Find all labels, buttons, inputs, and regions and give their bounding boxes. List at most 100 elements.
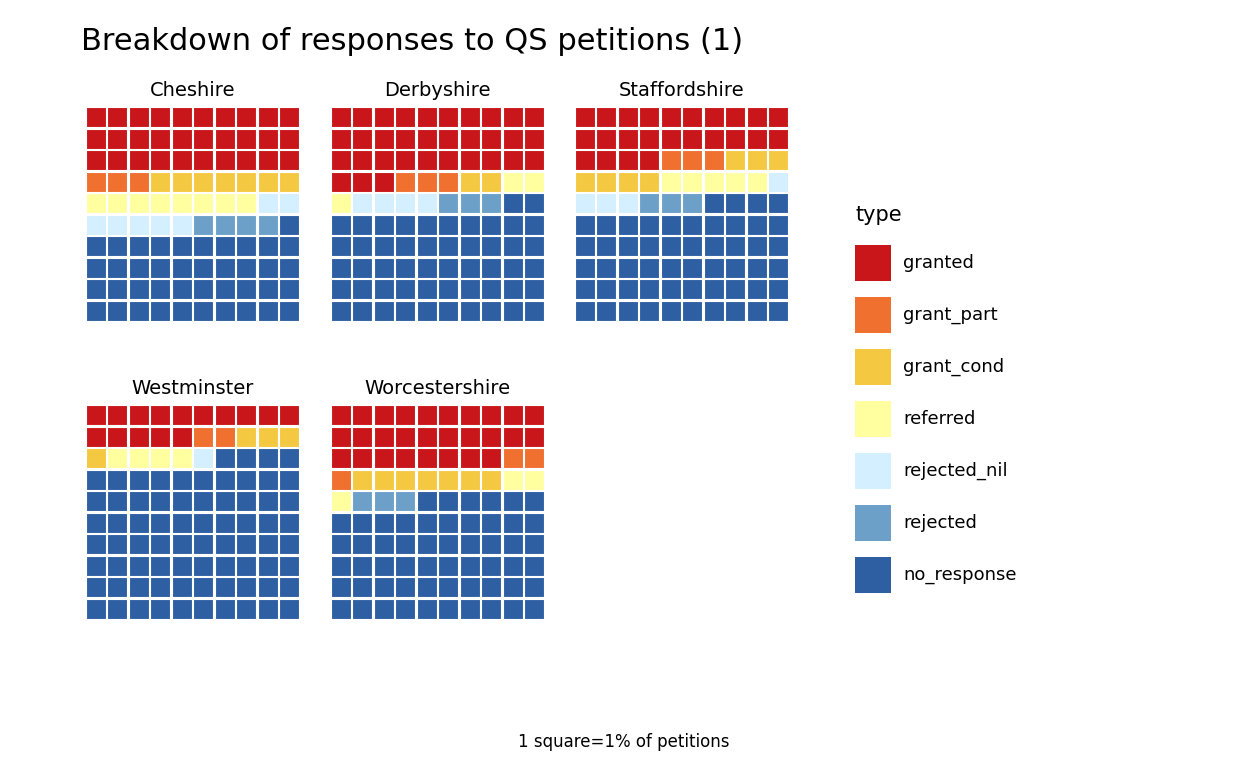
Bar [417, 406, 437, 425]
Bar [280, 449, 300, 468]
Bar [503, 193, 523, 214]
Bar [597, 108, 617, 127]
Bar [193, 492, 213, 511]
Bar [107, 406, 127, 425]
Bar [459, 406, 479, 425]
Bar [280, 257, 300, 278]
Bar [396, 427, 416, 447]
Bar [660, 300, 681, 321]
Bar [639, 151, 659, 170]
Bar [438, 151, 458, 170]
Bar [459, 193, 479, 214]
Bar [280, 214, 300, 235]
Bar [373, 171, 394, 192]
Bar [503, 598, 523, 619]
Bar [236, 513, 256, 533]
Bar [503, 577, 523, 598]
Bar [331, 535, 351, 554]
Bar [172, 406, 192, 425]
Bar [86, 427, 106, 447]
Text: Derbyshire: Derbyshire [384, 81, 490, 101]
Bar [704, 300, 724, 321]
Bar [107, 492, 127, 511]
Bar [373, 193, 394, 214]
Bar [683, 257, 703, 278]
Bar [107, 257, 127, 278]
Bar [769, 236, 789, 257]
Bar [107, 236, 127, 257]
Bar [150, 513, 171, 533]
Bar [396, 129, 416, 149]
Bar [107, 279, 127, 300]
Bar [503, 257, 523, 278]
Bar [660, 214, 681, 235]
Text: rejected: rejected [904, 514, 977, 532]
Bar [618, 257, 638, 278]
Bar [618, 151, 638, 170]
Bar [503, 470, 523, 490]
Bar [482, 108, 502, 127]
Bar [257, 279, 278, 300]
Bar [438, 513, 458, 533]
Bar [482, 535, 502, 554]
Bar [352, 470, 372, 490]
Bar [725, 151, 745, 170]
Bar [107, 108, 127, 127]
Bar [373, 492, 394, 511]
Bar [417, 492, 437, 511]
Bar [683, 193, 703, 214]
Bar [86, 577, 106, 598]
Text: rejected_nil: rejected_nil [904, 462, 1007, 480]
Bar [683, 129, 703, 149]
Bar [459, 555, 479, 576]
Bar [597, 151, 617, 170]
Bar [150, 257, 171, 278]
Bar [352, 427, 372, 447]
Bar [150, 555, 171, 576]
Bar [618, 279, 638, 300]
Bar [129, 598, 149, 619]
Bar [459, 171, 479, 192]
Bar [193, 279, 213, 300]
Bar [417, 151, 437, 170]
Bar [215, 598, 235, 619]
Bar [438, 214, 458, 235]
Bar [482, 171, 502, 192]
Bar [725, 214, 745, 235]
Bar [331, 214, 351, 235]
Bar [236, 129, 256, 149]
Bar [574, 214, 595, 235]
Bar [660, 129, 681, 149]
Bar [746, 108, 766, 127]
Bar [769, 129, 789, 149]
Bar [482, 129, 502, 149]
Bar [172, 108, 192, 127]
Bar [107, 300, 127, 321]
Bar [215, 129, 235, 149]
Bar [618, 236, 638, 257]
Bar [352, 513, 372, 533]
Bar [331, 257, 351, 278]
Bar [482, 300, 502, 321]
Bar [172, 513, 192, 533]
Bar [524, 279, 544, 300]
Bar [193, 171, 213, 192]
Bar [150, 492, 171, 511]
Bar [352, 193, 372, 214]
Bar [150, 449, 171, 468]
Bar [503, 236, 523, 257]
Bar [524, 129, 544, 149]
Bar [236, 279, 256, 300]
Bar [331, 236, 351, 257]
Bar [129, 236, 149, 257]
Bar [150, 535, 171, 554]
Bar [257, 171, 278, 192]
Bar [257, 492, 278, 511]
Bar [331, 108, 351, 127]
Bar [129, 555, 149, 576]
Bar [417, 171, 437, 192]
Bar [373, 427, 394, 447]
Bar [746, 151, 766, 170]
Bar [438, 236, 458, 257]
Bar [373, 513, 394, 533]
